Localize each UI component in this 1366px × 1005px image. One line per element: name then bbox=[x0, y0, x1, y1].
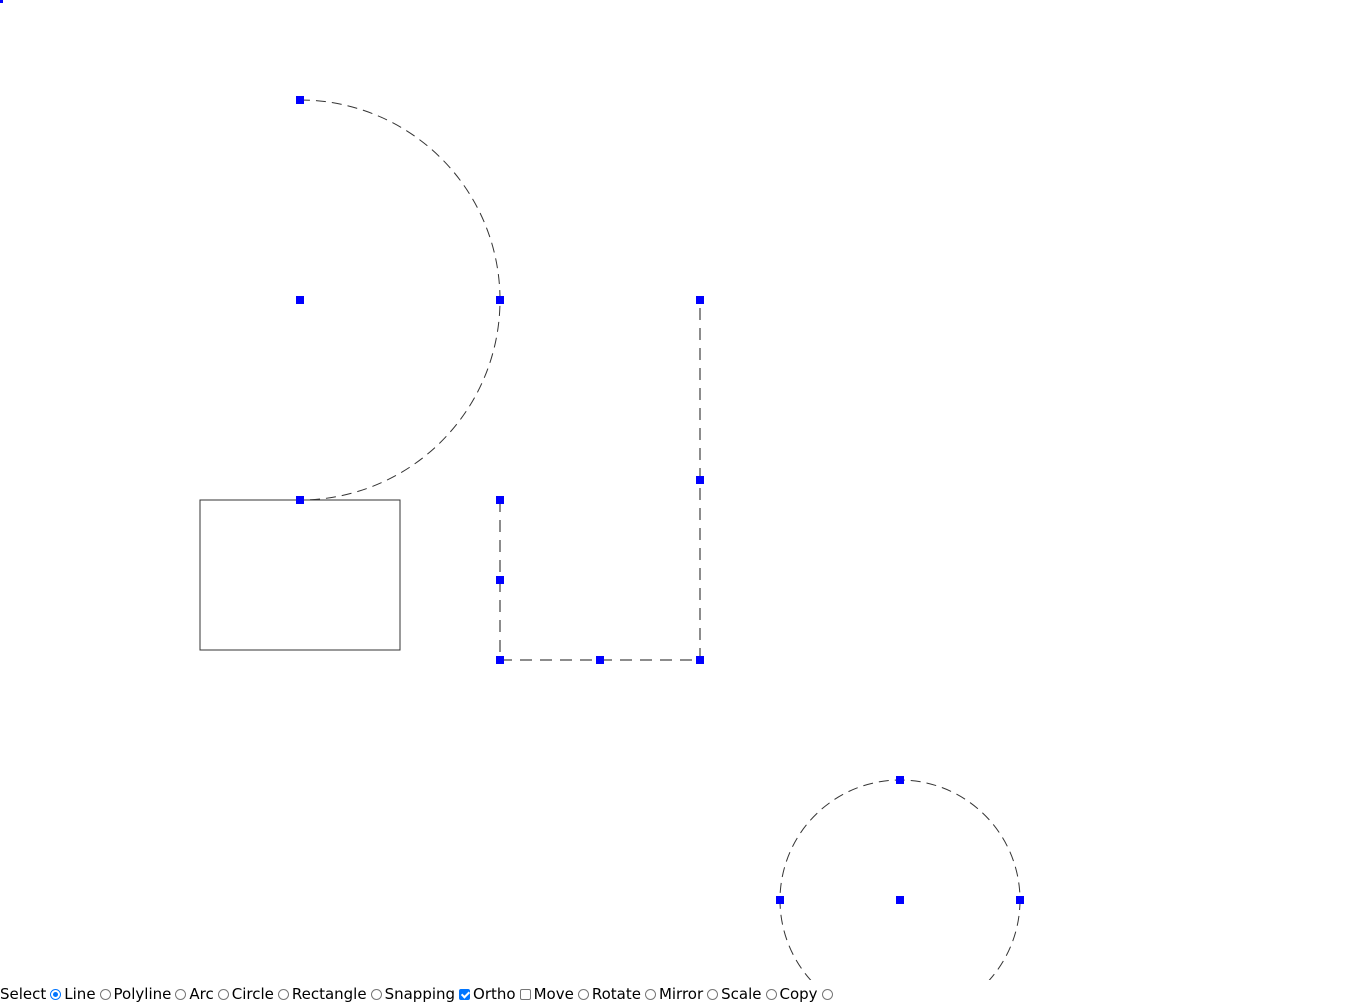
tool-unlabeled[interactable] bbox=[818, 988, 836, 1000]
tool-arc[interactable]: Arc bbox=[171, 985, 214, 1003]
arc-shape[interactable] bbox=[299, 99, 501, 501]
tool-scale-label: Scale bbox=[721, 985, 762, 1003]
tool-ortho[interactable]: Ortho bbox=[455, 985, 516, 1003]
origin-marker bbox=[0, 0, 3, 3]
circle-grip-center[interactable] bbox=[896, 896, 904, 904]
tool-rotate[interactable]: Rotate bbox=[574, 985, 641, 1003]
scale-radio[interactable] bbox=[707, 988, 719, 1000]
arc-grip-center[interactable] bbox=[296, 296, 304, 304]
tool-line-label: Line bbox=[64, 985, 96, 1003]
rotate-radio[interactable] bbox=[577, 988, 589, 1000]
tool-select: Select bbox=[0, 985, 46, 1003]
tool-mirror[interactable]: Mirror bbox=[641, 985, 703, 1003]
polyline-grip-mid-1[interactable] bbox=[496, 576, 504, 584]
polyline-grip-end[interactable] bbox=[696, 296, 704, 304]
tool-copy-label: Copy bbox=[779, 985, 818, 1003]
tool-circle[interactable]: Circle bbox=[214, 985, 274, 1003]
circle-grip-right[interactable] bbox=[1016, 896, 1024, 904]
arc-radio[interactable] bbox=[175, 988, 187, 1000]
tool-rectangle-label: Rectangle bbox=[291, 985, 367, 1003]
tool-polyline-label: Polyline bbox=[113, 985, 172, 1003]
tool-rotate-label: Rotate bbox=[591, 985, 641, 1003]
tool-rectangle[interactable]: Rectangle bbox=[274, 985, 367, 1003]
polyline-radio[interactable] bbox=[99, 988, 111, 1000]
polyline-grip-vertex-2[interactable] bbox=[696, 656, 704, 664]
tool-copy[interactable]: Copy bbox=[762, 985, 818, 1003]
line-radio[interactable] bbox=[50, 988, 62, 1000]
tool-arc-label: Arc bbox=[189, 985, 214, 1003]
circle-radio[interactable] bbox=[217, 988, 229, 1000]
ortho-checkbox[interactable] bbox=[459, 988, 471, 1000]
arc-grip-mid[interactable] bbox=[496, 296, 504, 304]
mirror-radio[interactable] bbox=[644, 988, 656, 1000]
tool-ortho-label: Ortho bbox=[473, 985, 516, 1003]
tool-move-label: Move bbox=[533, 985, 574, 1003]
tool-scale[interactable]: Scale bbox=[703, 985, 762, 1003]
drawing-canvas[interactable] bbox=[0, 0, 1366, 980]
tool-mirror-label: Mirror bbox=[658, 985, 704, 1003]
circle-grip-left[interactable] bbox=[776, 896, 784, 904]
polyline-grip-vertex-1[interactable] bbox=[496, 656, 504, 664]
tool-select-label: Select bbox=[0, 985, 47, 1003]
move-checkbox[interactable] bbox=[519, 988, 531, 1000]
tool-line[interactable]: Line bbox=[46, 985, 96, 1003]
tool-polyline[interactable]: Polyline bbox=[96, 985, 172, 1003]
tool-toolbar: Select Line Polyline Arc Circle Rectangl… bbox=[0, 983, 836, 1005]
tool-snapping[interactable]: Snapping bbox=[367, 985, 455, 1003]
tool-move[interactable]: Move bbox=[516, 985, 574, 1003]
rectangle-radio[interactable] bbox=[277, 988, 289, 1000]
circle-shape[interactable] bbox=[779, 779, 1021, 980]
rectangle-shape[interactable] bbox=[199, 499, 401, 651]
tool-snapping-label: Snapping bbox=[384, 985, 456, 1003]
polyline-grip-mid-3[interactable] bbox=[696, 476, 704, 484]
polyline-grip-mid-2[interactable] bbox=[596, 656, 604, 664]
arc-grip-start[interactable] bbox=[296, 96, 304, 104]
grip-points bbox=[296, 96, 1024, 904]
tool-circle-label: Circle bbox=[231, 985, 274, 1003]
polyline-shape[interactable] bbox=[499, 300, 701, 661]
copy-radio[interactable] bbox=[765, 988, 777, 1000]
arc-grip-end[interactable] bbox=[296, 496, 304, 504]
snapping-radio[interactable] bbox=[370, 988, 382, 1000]
unlabeled-radio[interactable] bbox=[821, 988, 833, 1000]
polyline-grip-start[interactable] bbox=[496, 496, 504, 504]
circle-grip-top[interactable] bbox=[896, 776, 904, 784]
